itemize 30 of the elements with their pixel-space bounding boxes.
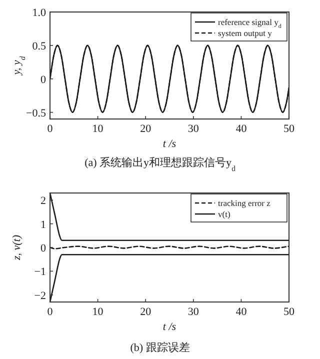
x-tick-label: 40 [236, 306, 248, 318]
legend-label: reference signal y$_{d}$ [218, 17, 282, 30]
x-tick-label: 20 [140, 123, 152, 135]
text: (b) 跟踪误差 [130, 341, 190, 354]
x-axis-title: t /s [162, 321, 176, 333]
text: (a) 系统输出y和理想跟踪信号y$_{d}$ [84, 156, 236, 172]
y-tick-label: 1.0 [32, 7, 46, 19]
y-tick-label: 0 [40, 242, 46, 254]
y-axis-title: z, v(t) [11, 234, 23, 262]
legend-label: v(t) [218, 209, 230, 219]
line-series [50, 254, 289, 302]
y-tick-label: 1 [40, 218, 46, 231]
x-tick-label: 10 [92, 306, 104, 318]
x-tick-label: 40 [236, 123, 248, 135]
x-tick-label: 50 [284, 123, 295, 135]
x-tick-label: 50 [284, 306, 295, 318]
legend-label: tracking error z [218, 198, 271, 208]
y-tick-label: 0.5 [32, 40, 46, 52]
line-series [50, 193, 289, 242]
legend-label: system output y [218, 28, 273, 38]
y-tick-label: 0 [40, 74, 46, 86]
y-tick-label: −0.5 [26, 107, 46, 120]
x-tick-label: 20 [140, 306, 152, 318]
x-tick-label: 30 [188, 123, 200, 135]
y-tick-label: 2 [40, 195, 46, 208]
y-tick-label: −1 [34, 266, 46, 278]
x-axis-title: t /s [162, 138, 176, 150]
y-tick-label: −2 [34, 290, 46, 302]
x-tick-label: 10 [92, 123, 104, 135]
x-tick-label: 30 [188, 306, 200, 318]
